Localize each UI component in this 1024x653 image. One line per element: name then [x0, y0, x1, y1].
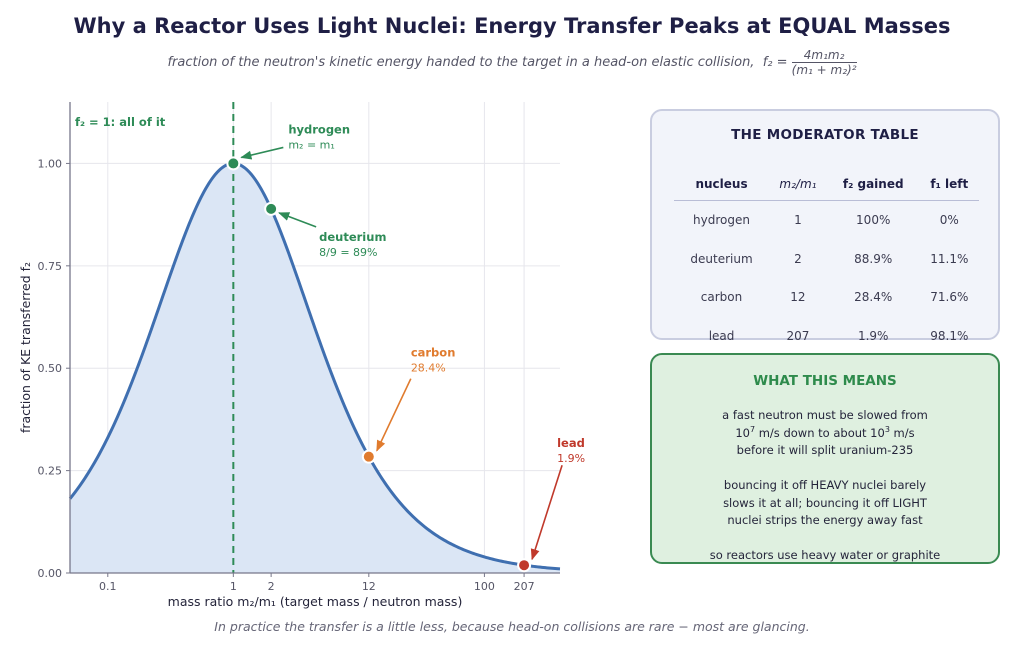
- what-this-means-panel: WHAT THIS MEANS a fast neutron must be s…: [650, 353, 1000, 564]
- col-header-f1-left: f₁ left: [919, 168, 979, 201]
- table-cell: 1.9%: [857, 328, 889, 343]
- lead-point: [517, 558, 532, 573]
- means-paragraph-3: so reactors use heavy water or graphite: [652, 547, 998, 565]
- speed-mid: m/s down to about 10: [755, 425, 885, 440]
- x-tick-label: 207: [514, 580, 535, 593]
- col-header-nucleus: nucleus: [674, 168, 770, 201]
- y-tick-label: 0.75: [38, 260, 63, 273]
- col-header-mass-ratio: m₂/m₁: [769, 168, 827, 201]
- carbon-value-label: 28.4%: [411, 362, 446, 375]
- x-axis-label: mass ratio m₂/m₁ (target mass / neutron …: [168, 594, 463, 609]
- means-line: nuclei strips the energy away fast: [727, 513, 923, 527]
- reference-line-label: f₂ = 1: all of it: [75, 115, 166, 129]
- table-cell: carbon: [700, 290, 743, 305]
- col-header-f2-gained: f₂ gained: [826, 168, 920, 201]
- means-line: before it will split uranium-235: [736, 443, 914, 457]
- moderator-table: nucleus m₂/m₁ f₂ gained f₁ left hydrogen…: [674, 168, 979, 355]
- carbon-point: [361, 449, 376, 464]
- means-line: a fast neutron must be slowed from: [722, 408, 928, 422]
- speed-exponent: 7: [749, 424, 756, 434]
- table-cell: 100%: [856, 213, 891, 228]
- means-line: slows it at all; bouncing it off LIGHT: [723, 495, 927, 510]
- deuterium-value-label: 8/9 = 89%: [319, 246, 377, 259]
- footnote: In practice the transfer is a little les…: [214, 619, 810, 634]
- y-axis-label: fraction of KE transferred f₂: [18, 262, 33, 433]
- subtitle-text: fraction of the neutron's kinetic energy…: [167, 55, 755, 70]
- table-cell: 28.4%: [854, 290, 893, 305]
- what-this-means-body: a fast neutron must be slowed from 107 m…: [652, 407, 998, 565]
- table-cell: 0%: [939, 213, 959, 228]
- table-row: deuterium 2 88.9% 11.1%: [674, 240, 979, 279]
- moderator-table-panel: THE MODERATOR TABLE nucleus m₂/m₁ f₂ gai…: [650, 109, 1000, 343]
- table-header-row: nucleus m₂/m₁ f₂ gained f₁ left: [674, 168, 979, 201]
- hydrogen-label: hydrogen: [288, 122, 350, 136]
- x-tick-label: 1: [230, 580, 237, 593]
- means-paragraph-2: bouncing it off HEAVY nuclei barely slow…: [652, 477, 998, 530]
- x-tick-label: 0.1: [99, 580, 117, 593]
- speed-unit: m/s: [889, 425, 915, 440]
- deuterium-point: [264, 201, 279, 216]
- deuterium-arrow: [278, 212, 317, 228]
- x-tick-label: 100: [474, 580, 495, 593]
- carbon-arrow: [376, 378, 412, 452]
- curve-area-fill: [70, 163, 560, 573]
- means-paragraph-1: a fast neutron must be slowed from 107 m…: [652, 407, 998, 460]
- y-tick-label: 1.00: [38, 157, 63, 170]
- table-cell: 11.1%: [930, 251, 969, 266]
- means-line-speeds: 107 m/s down to about 103 m/s: [652, 425, 998, 443]
- table-cell: 98.1%: [930, 328, 969, 343]
- carbon-label: carbon: [411, 346, 456, 360]
- table-cell: 1: [794, 213, 802, 228]
- formula-fraction: 4m₁m₂ (m₁ + m₂)²: [791, 48, 857, 77]
- lead-label: lead: [557, 436, 585, 450]
- moderator-table-title: THE MODERATOR TABLE: [731, 127, 919, 143]
- table-row: carbon 12 28.4% 71.6%: [674, 278, 979, 317]
- speed-exponent: 3: [884, 424, 890, 434]
- table-cell: 71.6%: [930, 290, 969, 305]
- formula-lhs: f₂ =: [762, 55, 788, 70]
- what-this-means-title: WHAT THIS MEANS: [753, 373, 897, 389]
- means-line: bouncing it off HEAVY nuclei barely: [723, 478, 927, 492]
- table-cell: 2: [794, 251, 802, 266]
- table-cell: deuterium: [690, 251, 753, 266]
- table-cell: 12: [790, 290, 806, 305]
- lead-arrow: [530, 464, 563, 561]
- energy-transfer-chart: f₂ = 1: all of it0.1 1 2 12 100 2070.000.250.…: [18, 102, 585, 609]
- subtitle: fraction of the neutron's kinetic energy…: [0, 48, 1024, 77]
- page-title: Why a Reactor Uses Light Nuclei: Energy …: [73, 14, 951, 38]
- x-tick-label: 12: [362, 580, 376, 593]
- deuterium-label: deuterium: [319, 230, 386, 244]
- y-tick-label: 0.50: [38, 362, 63, 375]
- lead-value-label: 1.9%: [557, 452, 585, 465]
- formula-denominator: (m₁ + m₂)²: [791, 63, 857, 77]
- y-tick-label: 0.00: [38, 567, 63, 580]
- table-row: hydrogen 1 100% 0%: [674, 201, 979, 240]
- speed-base: 10: [735, 425, 750, 440]
- hydrogen-point: [226, 156, 241, 171]
- table-cell: 207: [786, 328, 810, 343]
- formula-numerator: 4m₁m₂: [791, 48, 857, 63]
- x-tick-label: 2: [268, 580, 275, 593]
- table-cell: 88.9%: [854, 251, 893, 266]
- transfer-curve-line: [68, 161, 561, 571]
- y-tick-label: 0.25: [38, 465, 63, 478]
- means-line: so reactors use heavy water or graphite: [709, 548, 941, 562]
- table-cell: lead: [708, 328, 735, 343]
- table-cell: hydrogen: [693, 213, 750, 228]
- hydrogen-value-label: m₂ = m₁: [288, 138, 334, 151]
- table-row: lead 207 1.9% 98.1%: [674, 317, 979, 356]
- hydrogen-arrow: [240, 146, 284, 160]
